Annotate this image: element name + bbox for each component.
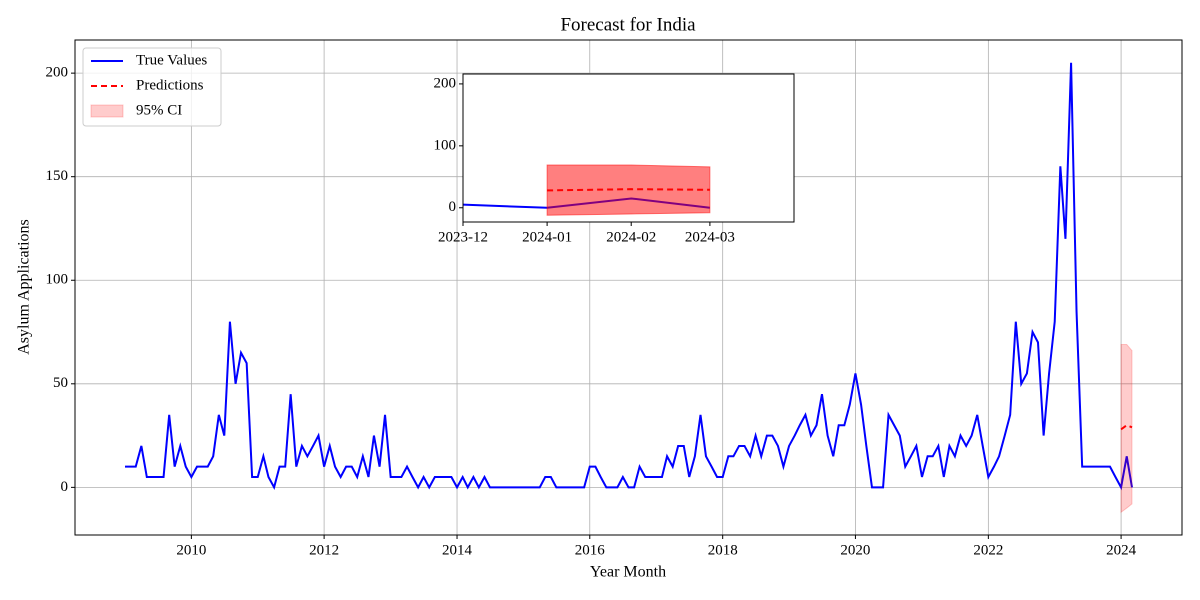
x-tick-label: 2024 (1106, 542, 1137, 558)
x-tick-label: 2024-01 (522, 229, 572, 245)
data-line (125, 62, 1133, 491)
inset-frame (462, 73, 795, 223)
x-tick-label: 2010 (176, 542, 206, 558)
legend-swatch (90, 104, 124, 118)
x-tick-label: 2014 (442, 542, 473, 558)
y-tick-label: 100 (434, 137, 457, 153)
y-tick-label: 0 (449, 199, 457, 215)
legend-label: True Values (136, 52, 207, 68)
y-tick-label: 200 (46, 65, 69, 81)
legend-box (82, 47, 222, 127)
prediction-line (1120, 424, 1133, 431)
confidence-band (546, 164, 711, 216)
x-tick-label: 2016 (575, 542, 606, 558)
x-tick-label: 2020 (840, 542, 870, 558)
legend-label: Predictions (136, 77, 204, 93)
y-tick-label: 50 (53, 375, 68, 391)
x-tick-label: 2018 (708, 542, 738, 558)
y-tick-label: 200 (434, 75, 457, 91)
y-axis-label: Asylum Applications (16, 219, 33, 355)
plot-frame (74, 39, 1183, 536)
y-tick-label: 0 (61, 479, 69, 495)
y-tick-label: 100 (46, 272, 69, 288)
y-tick-label: 150 (46, 168, 69, 184)
x-tick-label: 2012 (309, 542, 339, 558)
x-tick-label: 2022 (973, 542, 1003, 558)
confidence-band (1120, 343, 1133, 514)
x-axis-label: Year Month (590, 564, 666, 581)
legend-label: 95% CI (136, 102, 182, 118)
x-tick-label: 2024-02 (606, 229, 656, 245)
plot-layer (125, 62, 1133, 514)
x-tick-label: 2023-12 (438, 229, 488, 245)
inset-layer (463, 164, 711, 216)
x-tick-label: 2024-03 (685, 229, 735, 245)
chart-title: Forecast for India (560, 14, 696, 35)
